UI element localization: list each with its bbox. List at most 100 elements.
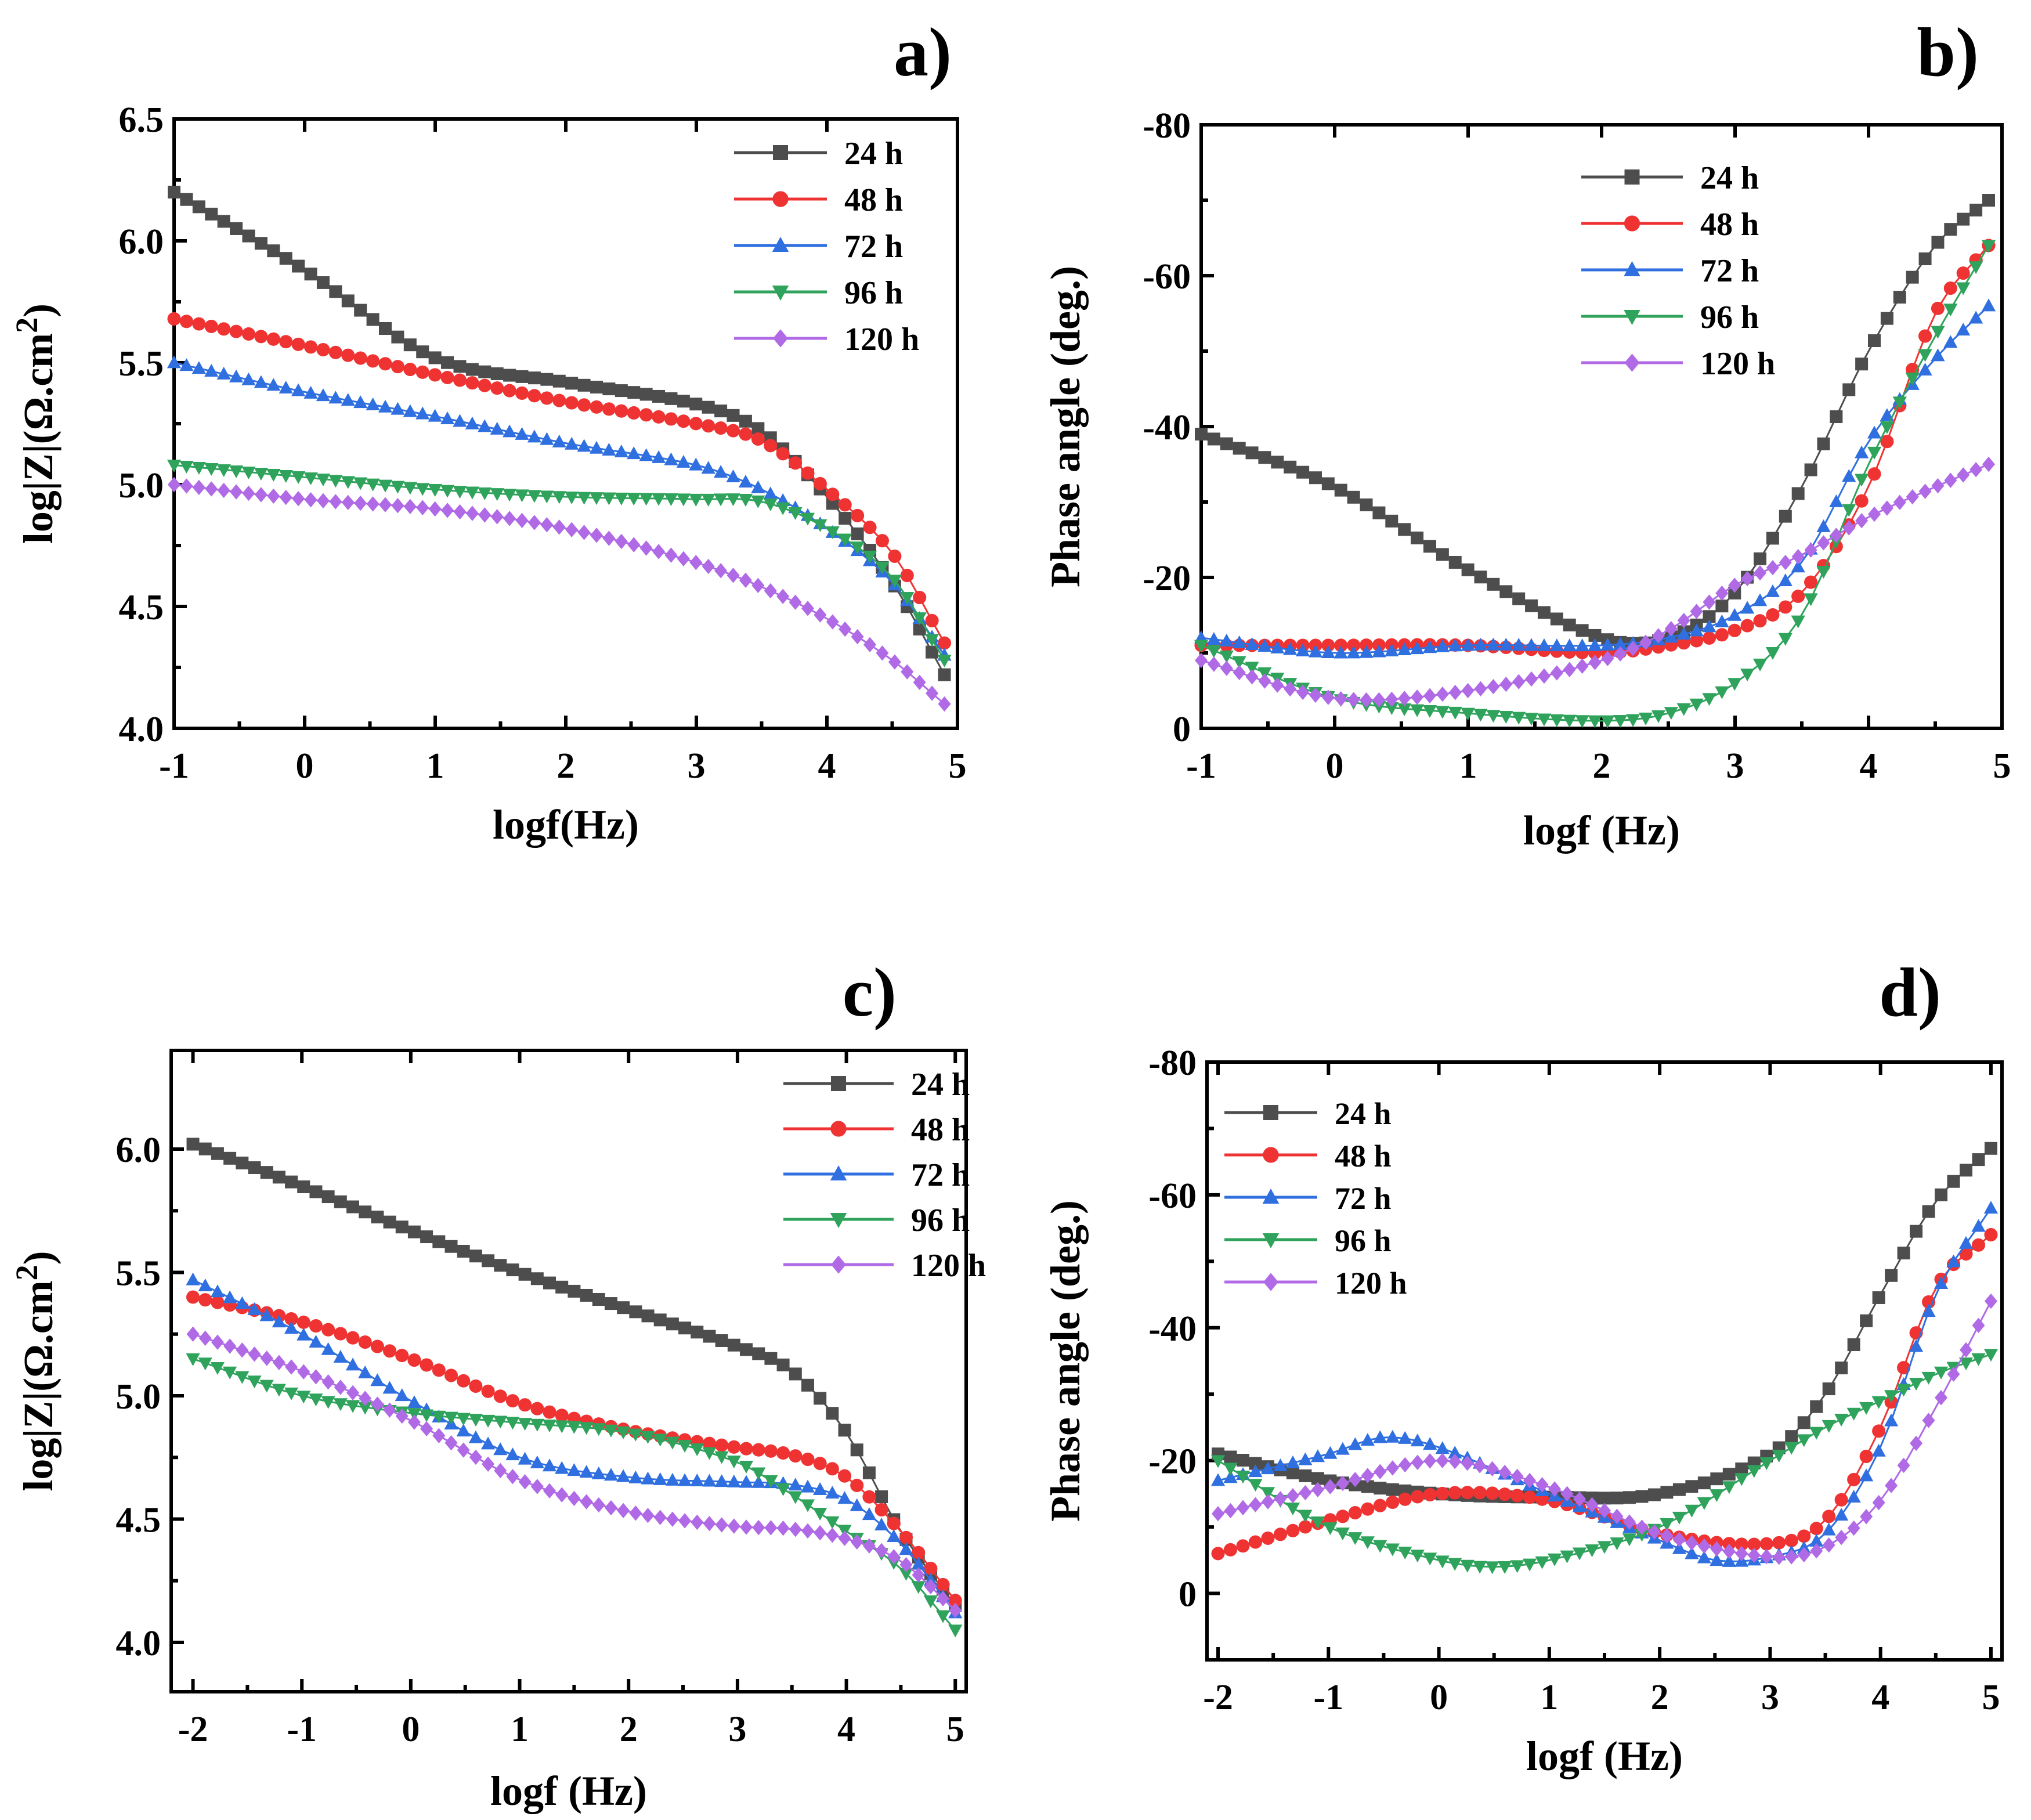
circle-marker [540,391,554,405]
diamond-marker [776,588,790,604]
triangle-up-marker [1613,637,1628,650]
diamond-marker [478,507,492,523]
triangle-down-marker [1323,1522,1338,1536]
panel-label: c) [843,954,897,1031]
triangle-up-marker [490,421,504,435]
triangle-up-marker [1689,623,1704,637]
circle-marker [1624,215,1640,232]
triangle-down-marker [254,468,268,481]
legend-label: 24 h [1335,1096,1392,1131]
y-axis-label: Phase angle (deg.) [1042,266,1089,587]
circle-marker [1473,1486,1487,1500]
square-marker [1972,1153,1985,1167]
triangle-down-marker [1689,698,1704,712]
diamond-marker [236,1342,249,1358]
x-tick-label: 4 [837,1710,855,1749]
circle-marker [1956,266,1970,280]
y-tick-label: 5.0 [116,1377,161,1417]
triangle-up-marker [542,1458,557,1472]
triangle-up-marker [1333,645,1348,659]
triangle-down-marker [428,484,442,497]
triangle-down-marker [664,493,678,506]
circle-marker [1334,638,1348,652]
circle-marker [851,508,865,522]
square-marker [1810,1400,1823,1413]
circle-marker [702,419,715,433]
legend-label: 24 h [844,136,903,172]
triangle-down-marker [1685,1504,1699,1518]
triangle-up-marker [1512,638,1526,651]
square-marker [1487,577,1500,591]
x-tick-label: 0 [1430,1678,1448,1717]
triangle-up-marker [1702,619,1716,633]
square-marker [1610,1492,1624,1505]
diamond-marker [383,1402,396,1418]
series-120h [1195,456,1995,708]
triangle-up-marker [1816,519,1831,532]
diamond-marker [887,1549,901,1565]
x-tick-label: -1 [287,1710,317,1749]
square-marker [1624,169,1640,185]
triangle-down-marker [1710,1489,1724,1503]
diamond-marker [1398,691,1411,706]
triangle-down-marker [1728,678,1742,691]
triangle-down-marker [702,1447,717,1460]
diamond-marker [949,1602,962,1618]
diamond-marker [776,1521,790,1536]
diamond-marker [518,1474,532,1490]
triangle-up-marker [1981,298,1996,312]
circle-marker [1740,619,1754,633]
circle-marker [1734,1537,1748,1551]
circle-marker [358,1335,372,1349]
square-marker [1847,1338,1860,1352]
circle-marker [1971,1238,1986,1252]
circle-marker [186,1290,200,1304]
circle-marker [370,1339,384,1353]
square-marker [1361,1480,1374,1493]
y-axis-label-superscript: 2 [9,1265,44,1280]
circle-marker [1461,1486,1475,1500]
diamond-marker [1660,1528,1674,1544]
x-tick-label: 4 [1871,1678,1889,1717]
x-tick-label: 0 [402,1710,420,1749]
triangle-down-marker [1778,633,1793,646]
square-marker [1817,437,1830,450]
triangle-up-marker [690,1474,704,1487]
triangle-down-marker [1435,1555,1450,1569]
triangle-down-marker [1816,566,1831,579]
square-marker [346,1200,359,1214]
square-marker [420,1230,433,1244]
circle-marker [378,357,392,371]
triangle-up-marker [505,1447,520,1461]
diamond-marker [1207,656,1220,672]
circle-marker [395,1349,409,1363]
triangle-down-marker [1752,658,1768,671]
triangle-up-marker [204,363,219,377]
triangle-up-marker [1410,641,1425,655]
square-marker [527,371,541,385]
diamond-marker [1918,483,1932,499]
triangle-up-marker [353,395,368,409]
diamond-marker [555,1487,569,1503]
circle-marker [167,312,181,326]
triangle-up-marker [1600,637,1615,651]
diamond-marker [1754,565,1767,581]
square-marker [677,395,690,408]
triangle-up-marker [677,1473,692,1486]
diamond-marker [1897,1457,1910,1474]
circle-marker [772,191,789,207]
triangle-up-marker [1360,1433,1375,1446]
triangle-down-marker [714,1451,729,1464]
square-marker [444,1240,458,1253]
triangle-down-marker [1460,1559,1475,1573]
square-marker [279,252,292,265]
x-tick-label: 0 [296,746,314,786]
triangle-down-marker [935,1610,951,1623]
triangle-down-marker [676,493,691,507]
triangle-down-marker [738,494,753,507]
triangle-up-marker [726,470,740,483]
diamond-marker [248,1346,261,1362]
y-tick-label: -80 [1143,106,1191,146]
diamond-marker [506,1469,519,1485]
triangle-down-marker [1423,1552,1437,1566]
